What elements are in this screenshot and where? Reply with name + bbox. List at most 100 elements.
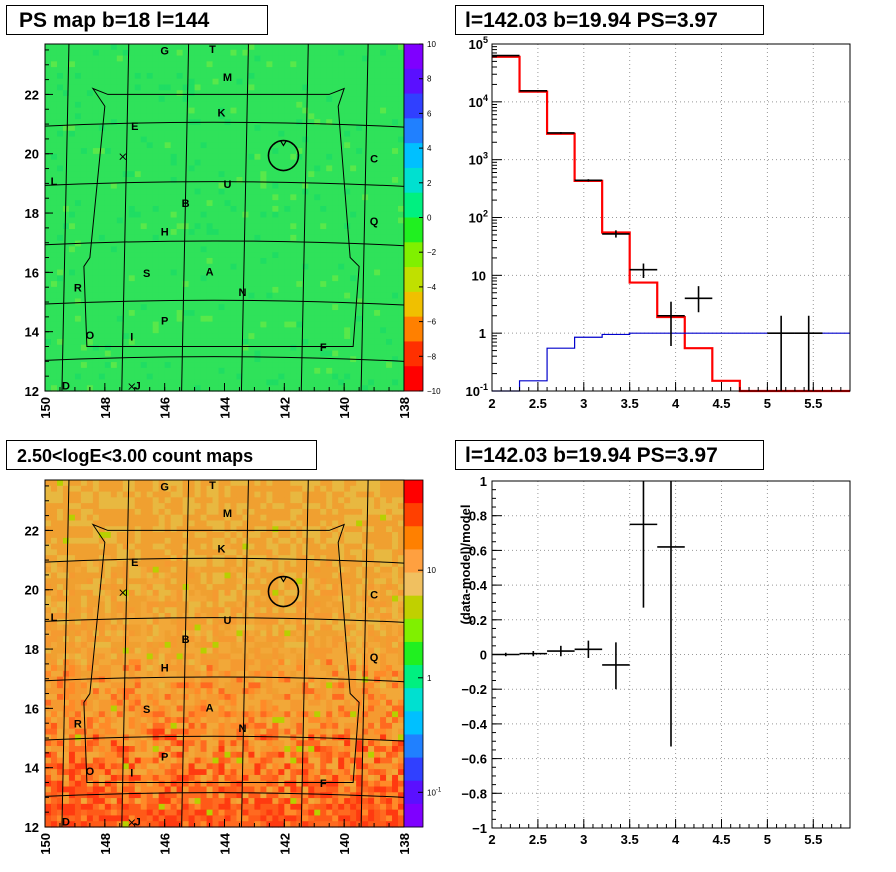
map-pixel — [242, 67, 250, 74]
map-pixel — [368, 385, 375, 392]
map-pixel — [344, 44, 351, 51]
map-pixel — [116, 188, 124, 195]
map-pixel — [128, 72, 136, 80]
map-pixel — [380, 514, 387, 522]
map-pixel — [212, 257, 220, 265]
map-pixel — [104, 503, 112, 510]
map-pixel — [188, 113, 196, 120]
map-pixel — [392, 555, 399, 562]
map-pixel — [170, 367, 178, 375]
map-pixel — [218, 49, 226, 57]
map-pixel — [92, 304, 100, 311]
map-pixel — [362, 252, 369, 259]
map-pixel — [302, 61, 309, 68]
map-pixel — [188, 379, 196, 386]
map-pixel — [152, 520, 160, 527]
map-pixel — [152, 200, 160, 207]
map-pixel — [374, 217, 381, 224]
map-pixel — [248, 543, 256, 550]
map-pixel — [356, 497, 363, 504]
map-pixel — [314, 362, 321, 369]
map-pixel — [326, 549, 333, 556]
map-pixel — [50, 177, 58, 184]
map-pixel — [356, 485, 363, 493]
map-pixel — [68, 543, 76, 550]
map-pixel — [356, 234, 363, 242]
map-pixel — [284, 321, 291, 328]
map-pixel — [278, 211, 285, 219]
map-pixel — [45, 566, 52, 574]
map-pixel — [248, 572, 256, 579]
map-pixel — [212, 124, 220, 132]
map-pixel — [140, 240, 148, 248]
map-pixel — [392, 84, 399, 91]
map-pixel — [62, 211, 70, 219]
map-pixel — [170, 205, 178, 213]
map-pixel — [218, 537, 226, 545]
map-pixel — [176, 136, 184, 143]
map-pixel — [332, 136, 339, 143]
map-pixel — [314, 188, 321, 195]
map-pixel — [338, 503, 345, 510]
map-pixel — [308, 595, 315, 603]
map-pixel — [236, 55, 244, 62]
map-pixel — [110, 286, 118, 294]
map-pixel — [74, 223, 82, 230]
map-pixel — [188, 171, 196, 178]
map-pixel — [344, 491, 351, 498]
map-pixel — [152, 223, 160, 230]
map-pixel — [98, 217, 106, 224]
map-pixel — [254, 275, 261, 282]
map-pixel — [260, 491, 267, 498]
map-pixel — [200, 72, 208, 80]
map-pixel — [182, 61, 190, 68]
map-pixel — [272, 153, 279, 161]
map-pixel — [212, 595, 220, 603]
map-pixel — [170, 153, 178, 161]
map-pixel — [350, 379, 357, 386]
map-pixel — [122, 321, 130, 328]
map-pixel — [45, 159, 52, 167]
map-pixel — [182, 78, 190, 86]
map-pixel — [278, 124, 285, 132]
map-pixel — [242, 356, 250, 363]
map-pixel — [290, 497, 297, 504]
map-pixel — [248, 55, 256, 62]
map-pixel — [356, 526, 363, 533]
map-pixel — [356, 286, 363, 294]
map-pixel — [326, 508, 333, 516]
map-pixel — [128, 200, 136, 207]
map-pixel — [128, 497, 136, 504]
map-pixel — [380, 44, 387, 51]
map-pixel — [146, 136, 154, 143]
map-pixel — [272, 584, 279, 591]
map-pixel — [326, 485, 333, 493]
map-pixel — [146, 200, 154, 207]
map-pixel — [98, 560, 106, 568]
map-pixel — [224, 67, 232, 74]
map-pixel — [122, 315, 130, 323]
map-pixel — [170, 159, 178, 167]
map-pixel — [104, 96, 112, 103]
map-pixel — [128, 113, 136, 120]
map-pixel — [200, 304, 208, 311]
map-pixel — [45, 549, 52, 556]
map-pixel — [116, 153, 124, 161]
source-label: G — [160, 45, 169, 57]
map-pixel — [374, 72, 381, 80]
map-pixel — [356, 333, 363, 340]
map-pixel — [308, 55, 315, 62]
map-pixel — [362, 485, 369, 493]
map-pixel — [296, 549, 303, 556]
map-pixel — [302, 566, 309, 574]
map-pixel — [45, 90, 52, 97]
map-pixel — [74, 367, 82, 375]
map-pixel — [86, 84, 94, 91]
map-pixel — [380, 578, 387, 585]
map-pixel — [374, 480, 381, 487]
map-pixel — [164, 275, 172, 282]
map-pixel — [380, 72, 387, 80]
map-pixel — [74, 497, 82, 504]
map-pixel — [45, 72, 52, 80]
map-pixel — [104, 566, 112, 574]
